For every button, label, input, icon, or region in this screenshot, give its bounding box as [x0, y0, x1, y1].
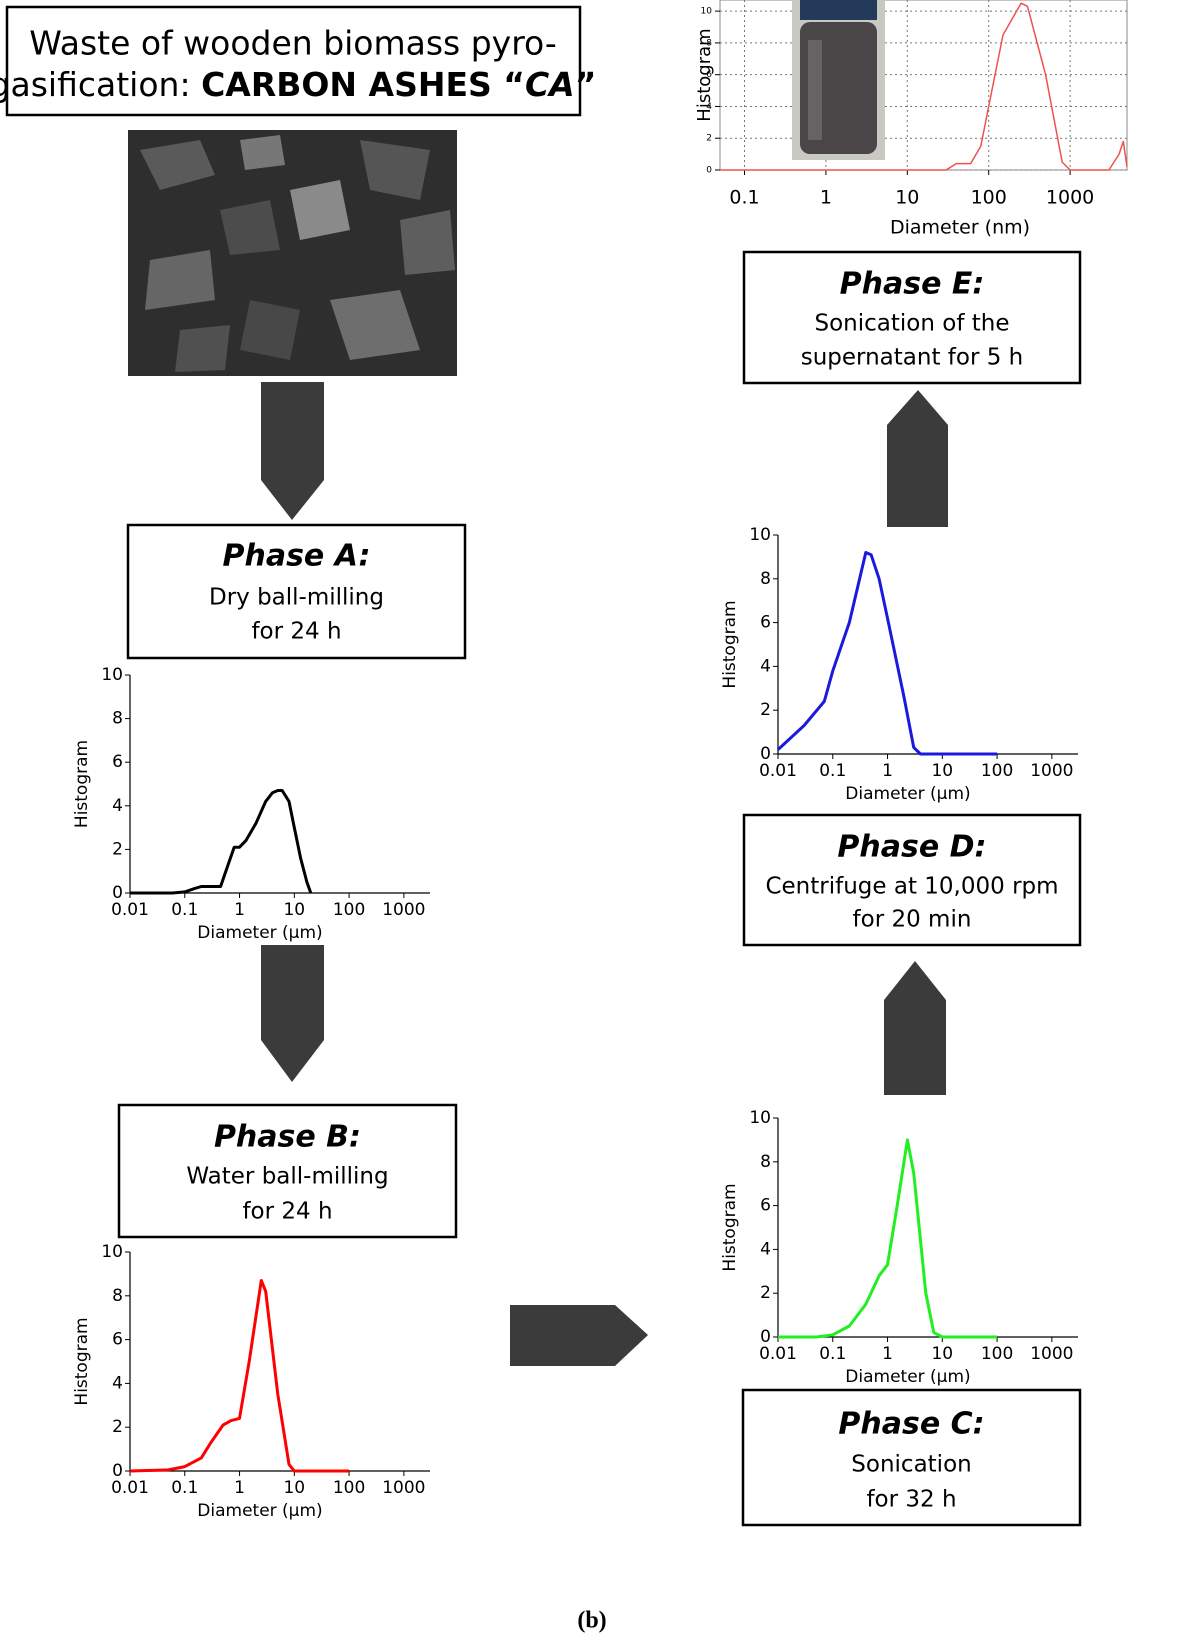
y-axis-label: Histogram — [72, 1317, 92, 1405]
phase-text: for 24 h — [242, 1199, 332, 1225]
x-tick-label: 0.1 — [819, 1344, 846, 1364]
y-tick-label: 6 — [112, 1330, 123, 1350]
y-tick-label: 2 — [760, 1283, 771, 1303]
y-tick-label: 6 — [760, 1196, 771, 1216]
arrow-up — [887, 390, 948, 527]
phase-text: for 20 min — [853, 907, 972, 933]
phase-title: Phase B: — [214, 1120, 361, 1155]
plot-frame — [720, 0, 1127, 170]
x-tick-label: 10 — [283, 1478, 305, 1498]
y-axis-label: Histogram — [72, 740, 92, 828]
data-line — [130, 1281, 349, 1472]
x-tick-label: 10 — [931, 1344, 953, 1364]
vial-photo — [792, 0, 885, 160]
x-tick-label: 1 — [820, 187, 832, 209]
y-tick-label: 10 — [101, 1242, 123, 1262]
x-tick-label: 10 — [931, 761, 953, 781]
x-axis-label: Diameter (nm) — [890, 217, 1030, 239]
phase-title: Phase A: — [222, 539, 370, 574]
x-tick-label: 0.1 — [819, 761, 846, 781]
phase-text: Sonication — [851, 1452, 971, 1478]
data-line — [778, 1140, 997, 1337]
y-tick-label: 10 — [101, 665, 123, 685]
title-line: Waste of wooden biomass pyro- — [29, 24, 557, 63]
y-tick-label: 10 — [749, 525, 771, 545]
y-tick-label: 2 — [760, 700, 771, 720]
charcoal-photo — [128, 130, 457, 376]
phase-title: Phase D: — [837, 830, 986, 865]
x-tick-label: 1000 — [1030, 1344, 1073, 1364]
x-tick-label: 10 — [283, 900, 305, 920]
phase-text: Water ball-milling — [186, 1164, 388, 1190]
x-tick-label: 0.01 — [759, 1344, 797, 1364]
x-tick-label: 100 — [981, 1344, 1013, 1364]
arrow-down — [261, 382, 324, 520]
phase-text: Sonication of the — [815, 311, 1010, 337]
y-tick-label: 0 — [706, 166, 712, 176]
y-tick-label: 10 — [749, 1108, 771, 1128]
y-tick-label: 2 — [706, 134, 712, 144]
phase-text: for 32 h — [866, 1487, 956, 1513]
y-axis-label: Histogram — [720, 600, 740, 688]
title-part: gasification: — [0, 65, 201, 104]
x-tick-label: 0.1 — [171, 1478, 198, 1498]
x-tick-label: 100 — [333, 1478, 365, 1498]
phase-text: supernatant for 5 h — [801, 345, 1024, 371]
x-tick-label: 1000 — [1030, 761, 1073, 781]
title-part: ” — [575, 65, 597, 104]
title-part: CA — [525, 65, 575, 104]
y-tick-label: 8 — [112, 709, 123, 729]
x-tick-label: 1000 — [382, 900, 425, 920]
y-tick-label: 8 — [760, 569, 771, 589]
x-tick-label: 1 — [234, 900, 245, 920]
x-tick-label: 0.1 — [171, 900, 198, 920]
y-tick-label: 4 — [112, 1373, 123, 1393]
y-tick-label: 4 — [760, 656, 771, 676]
y-tick-label: 8 — [112, 1286, 123, 1306]
x-tick-label: 1 — [882, 1344, 893, 1364]
y-tick-label: 2 — [112, 839, 123, 859]
x-axis-label: Diameter (μm) — [845, 784, 970, 804]
y-axis-label: Histogram — [694, 28, 715, 121]
x-tick-label: 10 — [895, 187, 919, 209]
x-tick-label: 100 — [981, 761, 1013, 781]
phase-title: Phase E: — [840, 267, 985, 302]
x-axis-label: Diameter (μm) — [197, 923, 322, 943]
title-part: CARBON ASHES “ — [201, 65, 525, 104]
x-tick-label: 100 — [971, 187, 1007, 209]
y-axis-label: Histogram — [720, 1183, 740, 1271]
x-tick-label: 1000 — [382, 1478, 425, 1498]
x-tick-label: 1 — [882, 761, 893, 781]
x-tick-label: 0.01 — [111, 1478, 149, 1498]
x-axis-label: Diameter (μm) — [845, 1367, 970, 1387]
y-tick-label: 2 — [112, 1417, 123, 1437]
phase-text: for 24 h — [251, 619, 341, 645]
y-tick-label: 6 — [760, 613, 771, 633]
x-tick-label: 0.01 — [111, 900, 149, 920]
x-tick-label: 1 — [234, 1478, 245, 1498]
x-tick-label: 0.01 — [759, 761, 797, 781]
phase-text: Centrifuge at 10,000 rpm — [765, 874, 1058, 900]
x-tick-label: 1000 — [1046, 187, 1094, 209]
arrow-right — [510, 1305, 648, 1366]
x-tick-label: 0.1 — [729, 187, 759, 209]
y-tick-label: 6 — [112, 752, 123, 772]
figure: Waste of wooden biomass pyro- gasificati… — [0, 0, 1184, 1639]
y-tick-label: 8 — [760, 1152, 771, 1172]
phase-title: Phase C: — [838, 1407, 984, 1442]
title-line: gasification: CARBON ASHES “CA” — [0, 65, 596, 104]
data-line — [778, 553, 997, 755]
x-axis-label: Diameter (μm) — [197, 1501, 322, 1521]
arrow-up — [884, 961, 946, 1095]
y-tick-label: 4 — [760, 1239, 771, 1259]
arrow-down — [261, 945, 324, 1082]
y-tick-label: 4 — [112, 796, 123, 816]
y-tick-label: 10 — [701, 7, 713, 17]
data-line — [130, 791, 311, 894]
caption: (b) — [577, 1608, 606, 1634]
x-tick-label: 100 — [333, 900, 365, 920]
phase-text: Dry ball-milling — [209, 585, 384, 611]
data-line — [720, 3, 1127, 170]
